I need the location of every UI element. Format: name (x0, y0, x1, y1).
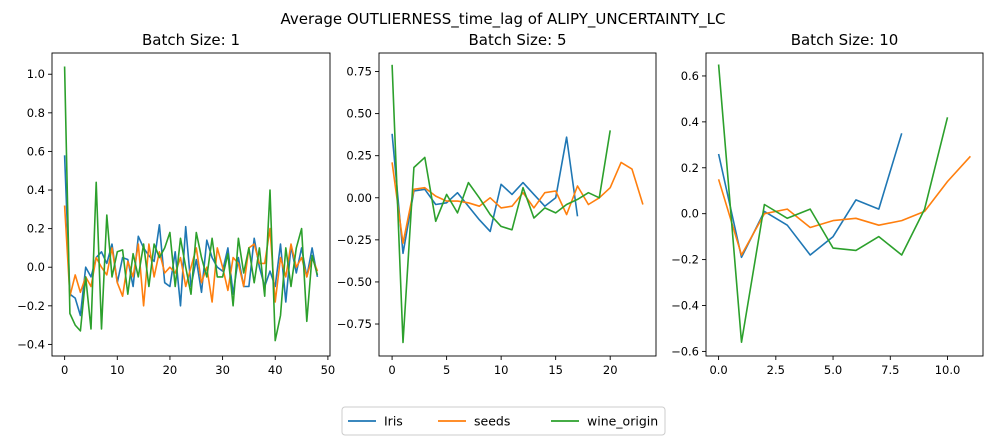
x-tick-label: 10.0 (935, 363, 961, 377)
legend-label: Iris (384, 414, 403, 429)
x-tick-label: 10 (494, 363, 509, 377)
y-tick-label: −0.25 (337, 233, 372, 247)
figure-title: Average OUTLIERNESS_time_lag of ALIPY_UN… (281, 10, 726, 29)
y-tick-label: −0.4 (17, 337, 45, 351)
x-tick-label: 0 (388, 363, 395, 377)
legend-label: seeds (474, 414, 510, 429)
x-tick-label: 10 (110, 363, 125, 377)
y-tick-label: 0.4 (681, 115, 699, 129)
y-tick-label: 0.75 (346, 65, 372, 79)
y-tick-label: 0.2 (681, 161, 699, 175)
subplot-title: Batch Size: 5 (468, 31, 566, 49)
x-tick-label: 0 (61, 363, 68, 377)
x-tick-label: 50 (321, 363, 336, 377)
y-tick-label: 0.6 (27, 144, 45, 158)
axes-frame (705, 52, 984, 357)
x-tick-label: 40 (268, 363, 283, 377)
legend: Iris seeds wine_origin (341, 406, 666, 436)
y-tick-label: 0.4 (27, 183, 45, 197)
axes-frame (378, 52, 657, 357)
y-tick-label: −0.2 (671, 253, 699, 267)
series-line-seeds (63, 205, 319, 307)
y-tick-label: −0.4 (671, 299, 699, 313)
series-line-iris (391, 133, 579, 255)
x-tick-label: 5.0 (824, 363, 842, 377)
series-line-seeds (717, 155, 971, 256)
subplots: Batch Size: 10 10 20 30 40 50−0.4−0.20.00.20.… (17, 31, 984, 377)
subplot-title: Batch Size: 1 (142, 31, 240, 49)
y-tick-label: −0.6 (671, 344, 699, 358)
x-tick-label: 20 (603, 363, 618, 377)
legend-label: wine_origin (587, 414, 658, 429)
subplot-title: Batch Size: 10 (791, 31, 899, 49)
x-tick-label: 5 (443, 363, 450, 377)
axes-frame (51, 52, 331, 357)
x-tick-label: 15 (548, 363, 563, 377)
x-tick-label: 20 (163, 363, 178, 377)
y-tick-label: 0.0 (27, 260, 45, 274)
subplot-1: Batch Size: 1 0 10 20 30 40 50 −0.4 −0.2 0.0 0.2 0.… (17, 31, 335, 377)
subplot-3: Batch Size: 10 0.0 2.5 5.0 7.5 10.0 −0.6 −0.4 −0… (671, 31, 984, 377)
y-tick-label: 0.6 (681, 69, 699, 83)
y-tick-label: −0.50 (337, 275, 372, 289)
y-tick-label: 0.0 (681, 207, 699, 221)
legend-box (341, 406, 666, 436)
y-tick-label: 0.25 (346, 149, 372, 163)
y-tick-label: 0.2 (27, 222, 45, 236)
y-tick-label: −0.75 (337, 317, 372, 331)
y-tick-label: 0.00 (346, 191, 372, 205)
subplot-2: Batch Size: 5 0 5 10 15 20 −0.75 −0.50 −0.25 0.00… (337, 31, 657, 377)
series-line-wine-origin (63, 66, 319, 342)
series-line-wine-origin (717, 64, 949, 344)
series-line-wine-origin (391, 64, 611, 344)
y-tick-label: 1.0 (27, 67, 45, 81)
series-line-seeds (391, 161, 644, 244)
x-tick-label: 7.5 (881, 363, 899, 377)
x-tick-label: 30 (215, 363, 230, 377)
x-tick-label: 2.5 (767, 363, 785, 377)
x-tick-label: 0.0 (709, 363, 727, 377)
y-tick-label: −0.2 (17, 299, 45, 313)
y-tick-label: 0.8 (27, 106, 45, 120)
y-tick-label: 0.50 (346, 107, 372, 121)
